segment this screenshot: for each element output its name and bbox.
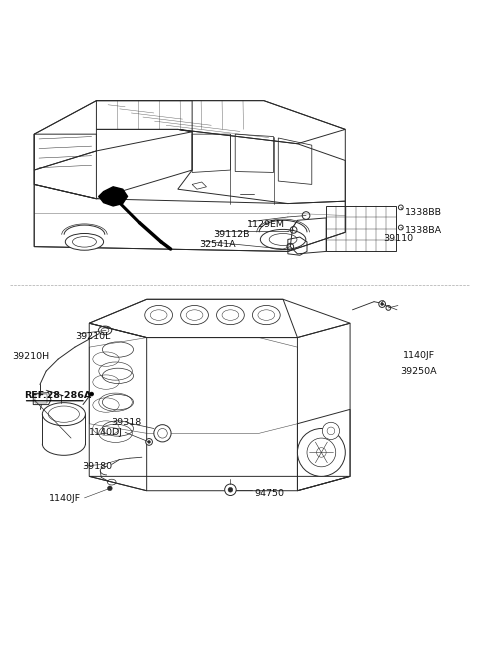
Circle shape [381,302,384,306]
Circle shape [148,440,151,443]
Text: 39112B: 39112B [214,230,250,239]
Text: 39210L: 39210L [75,332,110,341]
Text: 1140JF: 1140JF [48,495,81,503]
Circle shape [154,424,171,442]
Text: 39318: 39318 [111,419,141,427]
Text: 1129EM: 1129EM [247,220,285,229]
Circle shape [228,487,233,492]
Text: 32541A: 32541A [199,239,236,249]
Circle shape [379,300,385,308]
Text: 1338BB: 1338BB [405,208,442,216]
Text: 39210H: 39210H [12,352,50,361]
Ellipse shape [72,237,96,247]
Circle shape [307,438,336,467]
Bar [326,206,396,251]
Circle shape [323,422,339,440]
Text: REF.28-286A: REF.28-286A [24,392,91,400]
Circle shape [225,484,236,495]
Circle shape [327,427,335,435]
Circle shape [146,439,153,445]
Circle shape [317,447,326,457]
Circle shape [298,428,345,476]
Ellipse shape [269,234,297,245]
Text: 1140JF: 1140JF [403,351,435,360]
Ellipse shape [65,234,104,250]
Text: 39110: 39110 [384,234,414,243]
Text: 94750: 94750 [254,489,284,498]
Ellipse shape [260,230,306,249]
Text: 39180: 39180 [82,462,112,471]
Text: 1338BA: 1338BA [405,226,442,236]
Circle shape [108,486,112,491]
Circle shape [90,392,94,396]
Text: 39250A: 39250A [400,367,437,376]
Circle shape [386,306,391,310]
Text: 1140DJ: 1140DJ [89,428,123,437]
Bar [35,394,47,403]
Polygon shape [99,187,128,206]
Circle shape [157,428,167,438]
